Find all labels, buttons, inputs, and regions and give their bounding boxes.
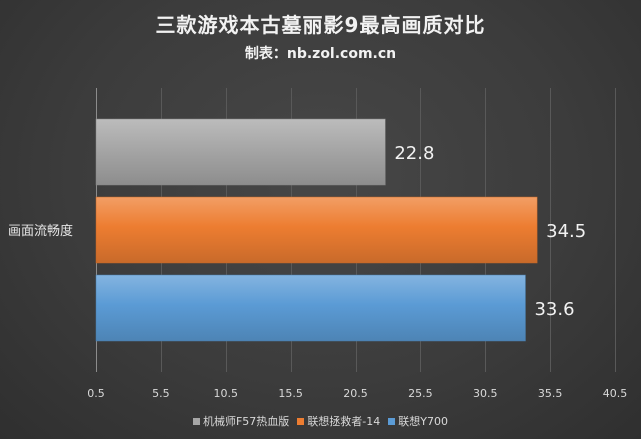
x-tick-label: 0.5 [87, 387, 105, 400]
x-tick-label: 35.5 [538, 387, 563, 400]
x-tick-label: 5.5 [152, 387, 170, 400]
bar-3 [95, 274, 526, 342]
legend-swatch [192, 418, 200, 425]
x-tick-label: 25.5 [408, 387, 433, 400]
legend-swatch [388, 418, 396, 425]
x-tick-label: 30.5 [473, 387, 498, 400]
legend-swatch [297, 418, 305, 425]
legend-label: 联想Y700 [398, 415, 448, 428]
legend-label: 机械师F57热血版 [202, 415, 290, 428]
data-label: 22.8 [394, 143, 434, 164]
legend: 机械师F57热血版 联想拯救者-14 联想Y700 [0, 413, 641, 429]
data-label: 33.6 [534, 299, 574, 320]
chart-title: 三款游戏本古墓丽影9最高画质对比 [155, 13, 486, 37]
legend-item: 联想Y700 [388, 413, 448, 429]
legend-item: 机械师F57热血版 [192, 413, 290, 429]
data-label: 34.5 [546, 221, 586, 242]
legend-item: 联想拯救者-14 [297, 413, 380, 429]
x-tick-label: 20.5 [343, 387, 368, 400]
x-tick-label: 10.5 [214, 387, 239, 400]
chart-subtitle: 制表：nb.zol.com.cn [244, 46, 397, 62]
x-tick-label: 40.5 [603, 387, 628, 400]
x-tick-label: 15.5 [278, 387, 303, 400]
category-label: 画面流畅度 [8, 223, 73, 239]
legend-label: 联想拯救者-14 [307, 415, 381, 428]
bar-1 [95, 118, 386, 186]
bar-2 [95, 196, 538, 264]
